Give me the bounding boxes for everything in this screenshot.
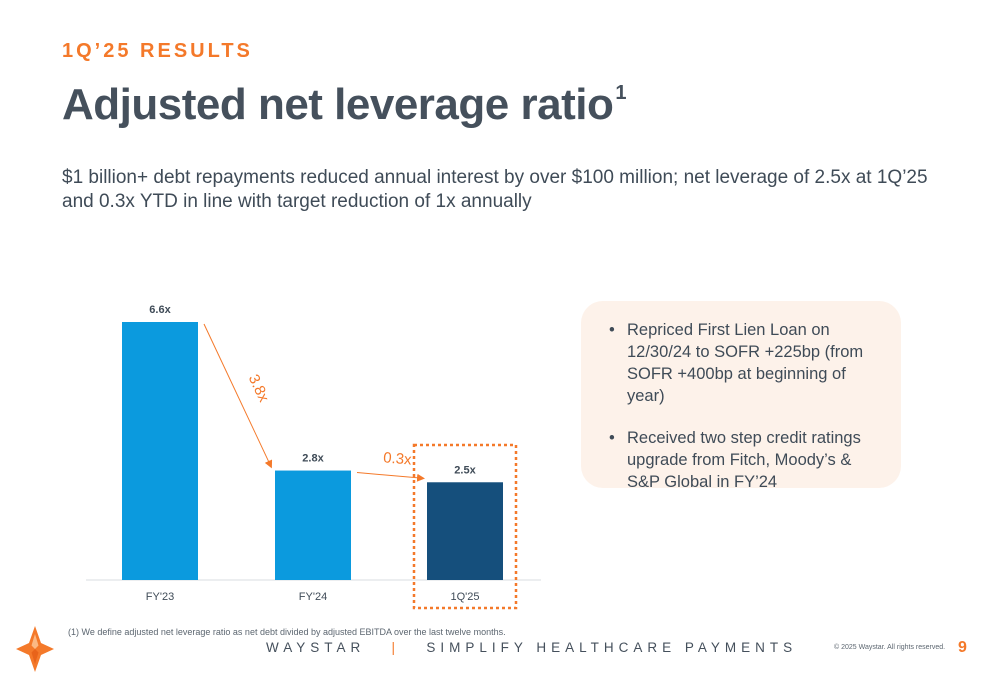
- bar-value-label-fy-24: 2.8x: [302, 453, 324, 465]
- x-tick-label-fy-23: FY'23: [146, 591, 174, 603]
- brand-separator: |: [391, 640, 401, 655]
- change-arrow-1: [203, 323, 273, 469]
- highlight-frame-1q-25: [412, 443, 518, 610]
- footer-brand-tagline: WAYSTAR | SIMPLIFY HEALTHCARE PAYMENTS: [266, 640, 797, 655]
- x-tick-label-fy-24: FY'24: [299, 591, 327, 603]
- callout-bullet-ratings-upgrade: Received two step credit ratings upgrade…: [609, 427, 881, 493]
- page-subtitle: $1 billion+ debt repayments reduced annu…: [62, 167, 928, 212]
- bar-fy-24: [275, 470, 351, 580]
- page-number: 9: [958, 639, 967, 656]
- bar-fy-23: [122, 322, 198, 580]
- change-label-1: 3.8x: [245, 372, 273, 405]
- title-footnote-marker: 1: [615, 82, 626, 105]
- highlights-callout: Repriced First Lien Loan on 12/30/24 to …: [581, 301, 901, 491]
- waystar-star-logo-icon: [16, 626, 54, 672]
- page-title: Adjusted net leverage ratio 1: [62, 80, 626, 130]
- callout-bullet-repricing: Repriced First Lien Loan on 12/30/24 to …: [609, 319, 881, 407]
- bar-1q-25: [427, 482, 503, 580]
- x-tick-label-1q-25: 1Q'25: [450, 591, 479, 603]
- copyright: © 2025 Waystar. All rights reserved.: [834, 644, 946, 651]
- change-label-2: 0.3x: [383, 449, 413, 468]
- footnote: (1) We define adjusted net leverage rati…: [68, 627, 506, 637]
- bar-value-label-1q-25: 2.5x: [454, 464, 476, 476]
- bar-value-label-fy-23: 6.6x: [149, 304, 171, 316]
- change-arrow-2: [356, 472, 425, 482]
- brand-tagline: SIMPLIFY HEALTHCARE PAYMENTS: [426, 640, 798, 655]
- page-title-text: Adjusted net leverage ratio: [62, 80, 614, 129]
- section-kicker: 1Q’25 RESULTS: [62, 40, 253, 62]
- brand-name: WAYSTAR: [266, 640, 366, 655]
